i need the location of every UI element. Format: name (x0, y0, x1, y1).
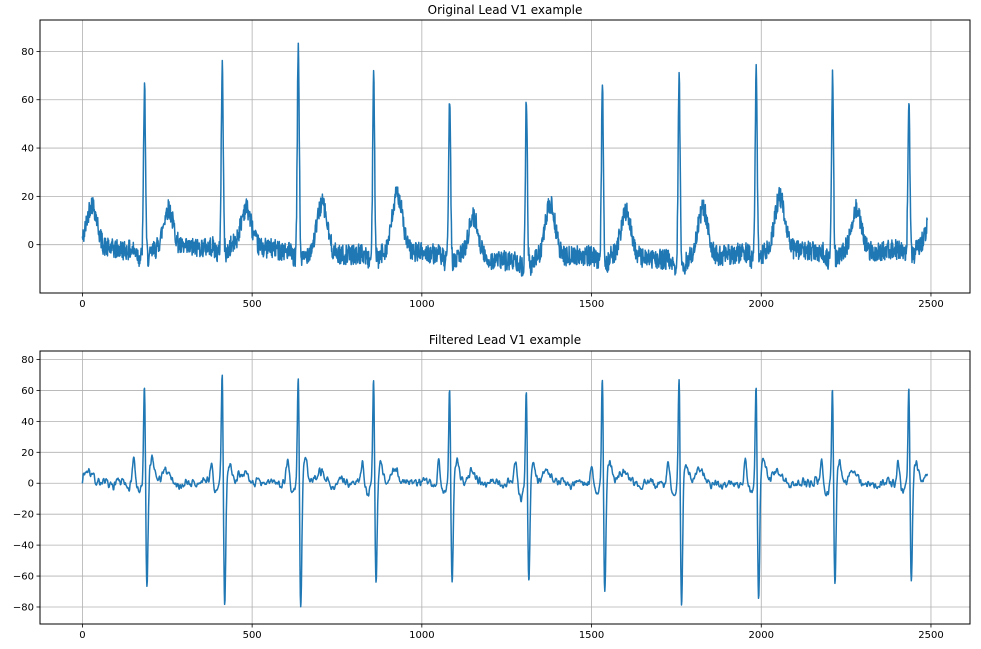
y-tick-label: 0 (28, 479, 34, 490)
x-tick-label: 0 (79, 630, 85, 641)
x-tick-label: 1500 (579, 630, 604, 641)
y-tick-label: −20 (13, 510, 34, 521)
y-tick-label: −80 (13, 602, 34, 613)
x-tick-label: 1000 (409, 299, 434, 310)
ecg-trace (81, 374, 928, 608)
bottom-chart-axes: 0 500 1000 1500 2000 2500 −80 −60 −40 −20 0 20 40 60 8… (13, 350, 971, 641)
x-tick-label: 500 (243, 630, 262, 641)
y-tick-label: 0 (28, 240, 34, 251)
x-tick-label: 2000 (749, 630, 774, 641)
y-tick-label: 40 (21, 417, 34, 428)
x-tick-label: 1500 (579, 299, 604, 310)
y-tick-label: 40 (21, 144, 34, 155)
y-tick-label: −60 (13, 572, 34, 583)
x-tick-label: 0 (79, 299, 85, 310)
x-tick-label: 1000 (409, 630, 434, 641)
y-tick-label: 80 (21, 47, 34, 58)
ecg-trace (81, 42, 928, 277)
x-tick-label: 2000 (749, 299, 774, 310)
x-tick-label: 2500 (918, 630, 943, 641)
axes-frame (39, 350, 971, 625)
y-tick-label: 60 (21, 95, 34, 106)
axes-frame (39, 19, 971, 294)
y-tick-label: 20 (21, 192, 34, 203)
y-tick-label: 20 (21, 448, 34, 459)
top-chart-title: Original Lead V1 example (427, 3, 583, 17)
y-tick-label: −40 (13, 541, 34, 552)
x-tick-label: 500 (243, 299, 262, 310)
y-tick-label: 80 (21, 355, 34, 366)
top-chart-axes: 0 500 1000 1500 2000 2500 0 20 40 60 80 (21, 19, 971, 310)
bottom-chart-title: Filtered Lead V1 example (428, 333, 582, 347)
x-tick-label: 2500 (918, 299, 943, 310)
y-tick-label: 60 (21, 386, 34, 397)
